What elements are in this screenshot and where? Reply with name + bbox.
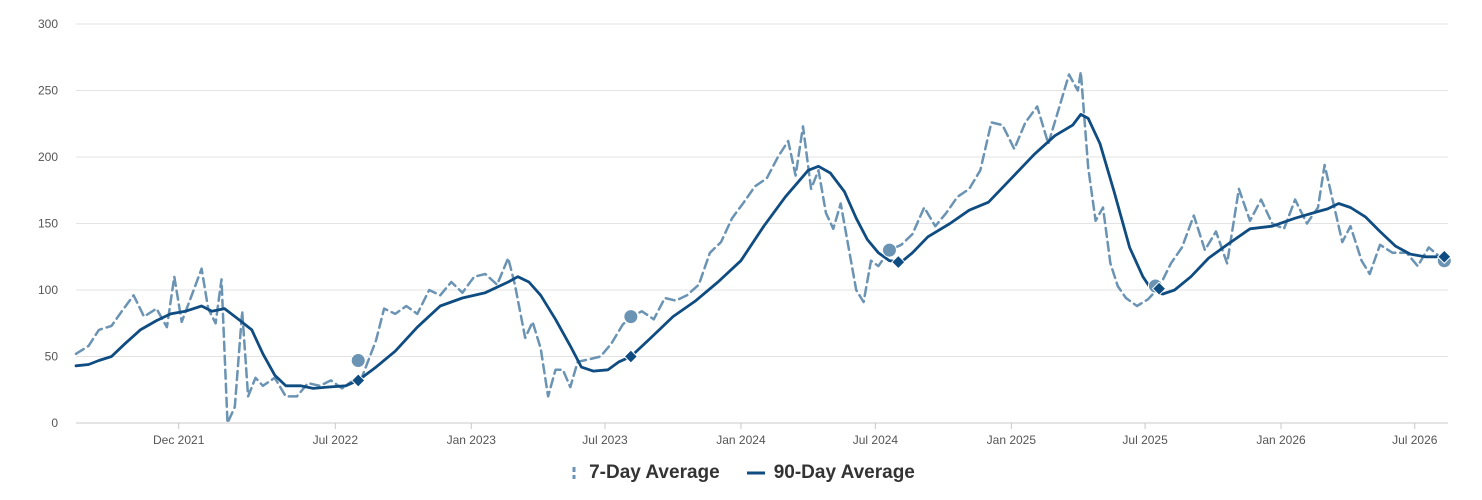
x-tick-label: Jan 2026 — [1256, 433, 1306, 447]
y-tick-label: 0 — [51, 416, 58, 430]
legend: 7-Day Average 90-Day Average — [0, 462, 1482, 484]
line-chart: 0 50 100 150 200 250 300 Dec 2021 Jul 2022 Jan 2… — [38, 17, 1452, 447]
marker-7day[interactable] — [350, 352, 366, 368]
series-line-7day — [74, 70, 1446, 425]
y-tick-label: 200 — [38, 150, 58, 164]
marker-90day[interactable] — [1437, 249, 1452, 264]
marker-90day[interactable] — [891, 254, 906, 270]
x-tick-label: Jul 2026 — [1392, 433, 1438, 447]
grid-lines — [76, 23, 1448, 424]
y-tick-label: 150 — [38, 217, 58, 231]
series-lines — [74, 70, 1446, 425]
legend-item-7day[interactable]: 7-Day Average — [567, 462, 720, 484]
y-tick-label: 50 — [45, 350, 59, 364]
series-markers — [350, 242, 1452, 388]
legend-label-90day: 90-Day Average — [773, 462, 915, 483]
x-tick-label: Jan 2024 — [716, 433, 766, 447]
marker-7day[interactable] — [623, 309, 639, 325]
x-tick-label: Jul 2025 — [1122, 433, 1168, 447]
legend-swatch-7day — [572, 467, 576, 479]
legend-label-7day: 7-Day Average — [589, 462, 720, 483]
x-tick-label: Jul 2024 — [853, 433, 899, 447]
x-tick-label: Jan 2023 — [447, 433, 497, 447]
x-tick-label: Dec 2021 — [153, 433, 205, 447]
marker-7day[interactable] — [881, 242, 897, 258]
x-tick-label: Jan 2025 — [987, 433, 1037, 447]
y-axis: 0 50 100 150 200 250 300 — [38, 17, 1448, 430]
marker-90day[interactable] — [351, 373, 366, 388]
y-tick-label: 250 — [38, 84, 58, 98]
x-tick-label: Jul 2022 — [313, 433, 359, 447]
y-tick-label: 100 — [38, 283, 58, 297]
legend-item-90day[interactable]: 90-Day Average — [746, 462, 915, 484]
x-tick-label: Jul 2023 — [582, 433, 628, 447]
marker-90day[interactable] — [1151, 281, 1167, 296]
legend-swatch-90day — [746, 471, 765, 475]
series-line-90day — [74, 113, 1446, 390]
marker-90day[interactable] — [623, 349, 639, 364]
x-axis: Dec 2021 Jul 2022 Jan 2023 Jul 2023 Jan 2024… — [153, 423, 1438, 447]
y-tick-label: 300 — [38, 17, 58, 31]
